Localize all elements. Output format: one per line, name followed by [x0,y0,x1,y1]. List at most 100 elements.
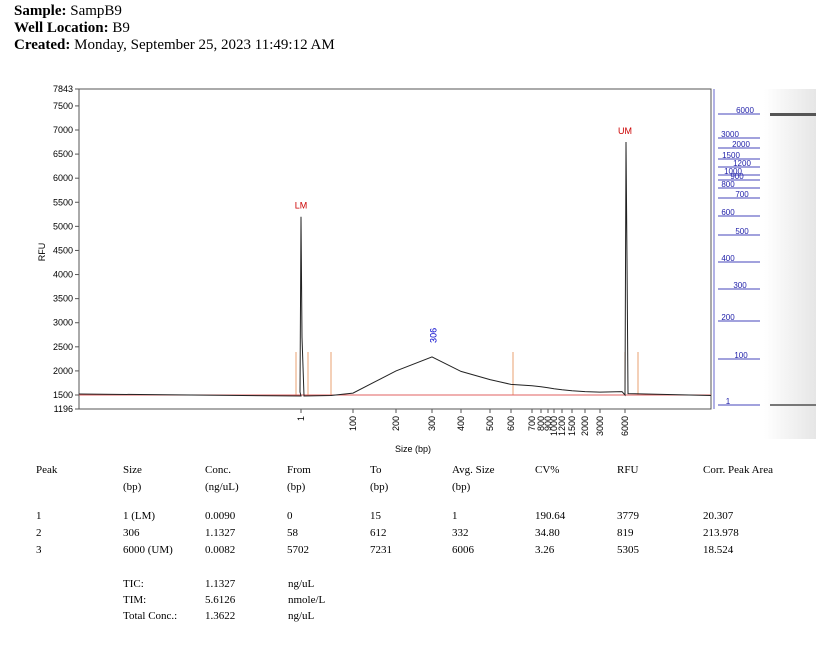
cell: 819 [617,527,634,539]
cell: 5702 [287,544,309,556]
cell: Size [123,464,142,476]
gel-lane: 6000300020001200150010009008007006005004… [713,89,816,439]
cell: Corr. Peak Area [703,464,773,476]
cell: 15 [370,510,381,522]
x-tick-label: 1 [296,416,306,421]
well-value: B9 [112,20,130,36]
y-axis-title: RFU [37,243,47,262]
ladder-label: 300 [733,281,747,290]
x-tick-label: 800 [536,416,546,431]
cell: 1 [452,510,458,522]
cell: RFU [617,464,639,476]
x-tick-label: 700 [527,416,537,431]
plot-frame [78,88,712,410]
well-line: Well Location: B9 [14,19,130,37]
y-tick-label: 7500 [53,101,73,111]
cell: From [287,464,311,476]
x-tick-label: 300 [427,416,437,431]
cell: 34.80 [535,527,560,539]
summary-unit: ng/uL [288,578,315,590]
table-row: 3 6000 (UM) 0.0082 5702 7231 6006 3.26 5305 18.5… [36,544,793,561]
cell: 5305 [617,544,639,556]
cell: 18.524 [703,544,734,556]
ladder-label: 200 [721,313,735,322]
y-axis: 1500 2000 2500 3000 3500 4000 4500 5000 5500 6000… [53,84,79,414]
cell: (bp) [452,481,471,493]
summary-value: 5.6126 [205,594,236,606]
y-tick-label: 5500 [53,197,73,207]
summary-row: TIM: 5.6126 nmole/L [123,592,368,608]
cell: 20.307 [703,510,734,522]
peak-table: Peak Size Conc. From To Avg. Size CV% RFU Corr. … [36,464,793,561]
gel-band-lower [770,404,816,406]
ladder-label: 900 [730,172,744,181]
ladder-label: 2000 [732,140,750,149]
cell [703,481,793,498]
cell: 3 [36,544,42,556]
created-value: Monday, September 25, 2023 11:49:12 AM [74,37,335,53]
x-tick-label: 600 [506,416,516,431]
x-tick-label: 100 [348,416,358,431]
cell: Avg. Size [452,464,495,476]
peak-label-306: 306 [429,328,439,343]
cell: 0.0082 [205,544,236,556]
summary-value: 1.3622 [205,610,236,622]
cell: 3.26 [535,544,555,556]
created-label: Created: [14,37,71,53]
ladder-label: 1 [726,397,731,406]
cell: 0 [287,510,293,522]
y-tick-label: 2500 [53,342,73,352]
electropherogram-chart: 1500200025003000350040004500500055006000… [37,84,816,454]
y-tick-label: 3500 [53,294,73,304]
cell [36,481,123,498]
electropherogram-trace [78,141,712,397]
x-tick-label: 2000 [580,416,590,436]
sample-line: Sample: SampB9 [14,2,122,20]
cell: 190.64 [535,510,566,522]
summary-row: TIC: 1.1327 ng/uL [123,576,368,592]
cell: 1 (LM) [123,510,156,522]
cell: 6000 (UM) [123,544,173,556]
cell: 6006 [452,544,474,556]
summary-unit: nmole/L [288,594,326,606]
cell: (bp) [287,481,306,493]
cell: 0.0090 [205,510,236,522]
ladder-label: 800 [721,180,735,189]
summary-label: Total Conc.: [123,610,178,622]
cell: CV% [535,464,560,476]
summary-value: 1.1327 [205,578,236,590]
ladder-label: 400 [721,254,735,263]
cell: (bp) [370,481,389,493]
x-tick-label: 1500 [567,416,577,436]
x-tick-label: 200 [391,416,401,431]
ladder-label: 500 [735,227,749,236]
x-tick-label: 400 [456,416,466,431]
cell: (ng/uL) [205,481,239,493]
x-tick-label: 6000 [620,416,630,436]
table-row: 1 1 (LM) 0.0090 0 15 1 190.64 3779 20.307 [36,510,793,527]
cell: 1.1327 [205,527,236,539]
cell: Peak [36,464,58,476]
ladder-label: 100 [734,351,748,360]
ladder-label: 1500 [722,151,740,160]
y-tick-label: 4500 [53,245,73,255]
ladder-label: 3000 [721,130,739,139]
y-tick-label: 6500 [53,149,73,159]
cell: 306 [123,527,140,539]
ladder-label: 6000 [736,106,754,115]
y-tick-label: 2000 [53,366,73,376]
y-tick-label: 5000 [53,221,73,231]
peak-label-lm: LM [295,201,308,211]
cell: 1 [36,510,42,522]
y-tick-label: 6000 [53,173,73,183]
created-line: Created: Monday, September 25, 2023 11:4… [14,36,335,54]
table-header-row: Peak Size Conc. From To Avg. Size CV% RFU Corr. … [36,464,793,481]
cell: 332 [452,527,469,539]
x-tick-label: 3000 [595,416,605,436]
table-spacer [36,498,793,510]
y-tick-label: 1500 [53,390,73,400]
sample-label: Sample: [14,3,67,19]
x-tick-label: 500 [485,416,495,431]
x-axis-title: Size (bp) [395,444,431,454]
